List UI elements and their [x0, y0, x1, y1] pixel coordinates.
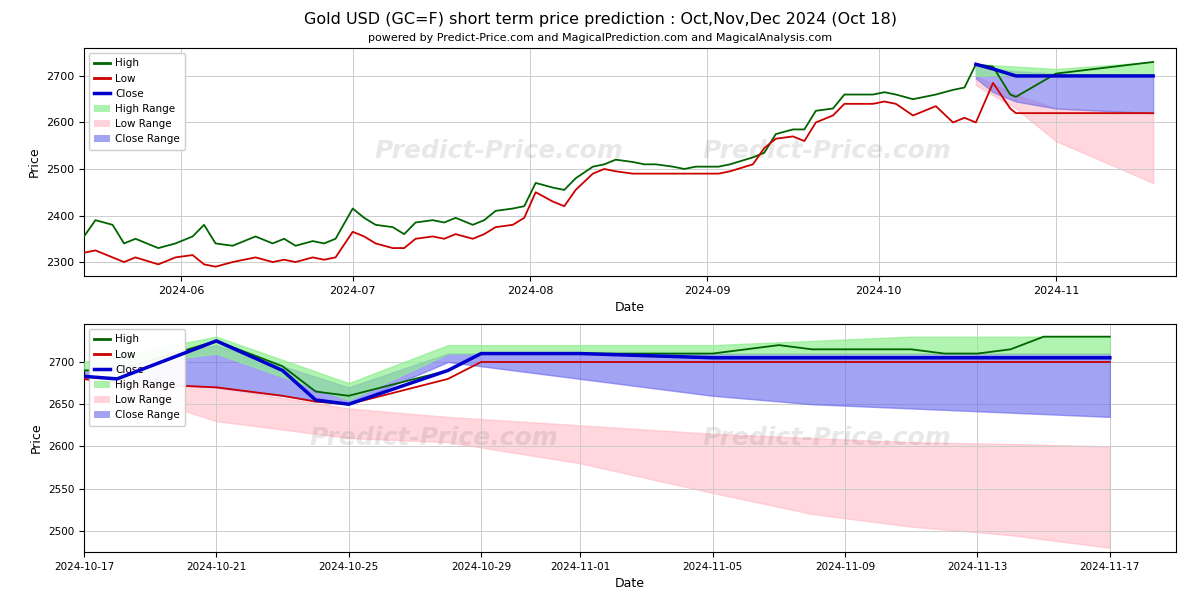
X-axis label: Date: Date [616, 301, 646, 314]
Text: Predict-Price.com: Predict-Price.com [702, 139, 950, 163]
Text: Gold USD (GC=F) short term price prediction : Oct,Nov,Dec 2024 (Oct 18): Gold USD (GC=F) short term price predict… [304, 12, 896, 27]
Text: Predict-Price.com: Predict-Price.com [310, 426, 558, 450]
Y-axis label: Price: Price [29, 422, 42, 454]
Legend: High, Low, Close, High Range, Low Range, Close Range: High, Low, Close, High Range, Low Range,… [89, 329, 185, 425]
Legend: High, Low, Close, High Range, Low Range, Close Range: High, Low, Close, High Range, Low Range,… [89, 53, 185, 149]
Text: Predict-Price.com: Predict-Price.com [702, 426, 950, 450]
X-axis label: Date: Date [616, 577, 646, 590]
Y-axis label: Price: Price [28, 146, 41, 178]
Text: Predict-Price.com: Predict-Price.com [374, 139, 623, 163]
Text: powered by Predict-Price.com and MagicalPrediction.com and MagicalAnalysis.com: powered by Predict-Price.com and Magical… [368, 33, 832, 43]
